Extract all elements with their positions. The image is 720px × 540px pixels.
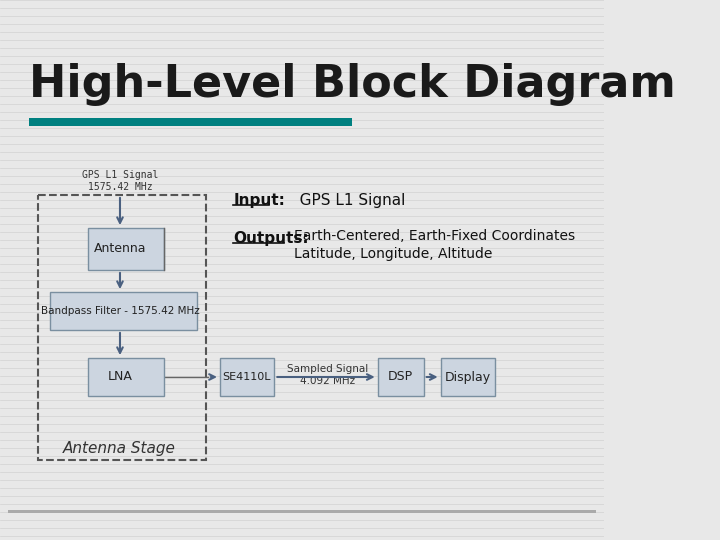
Text: SE4110L: SE4110L [222,372,271,382]
Text: LNA: LNA [107,370,132,383]
Text: Bandpass Filter - 1575.42 MHz: Bandpass Filter - 1575.42 MHz [40,306,199,316]
Bar [30,118,352,126]
Bar [9,510,595,513]
Text: Latitude, Longitude, Altitude: Latitude, Longitude, Altitude [294,247,492,261]
Text: Antenna: Antenna [94,242,146,255]
Text: Outputs:: Outputs: [233,231,309,246]
Text: Display: Display [444,370,490,383]
Text: Sampled Signal
4.092 MHz: Sampled Signal 4.092 MHz [287,364,368,386]
Text: DSP: DSP [387,370,413,383]
Text: GPS L1 Signal
1575.42 MHz: GPS L1 Signal 1575.42 MHz [82,170,158,192]
Text: Input:: Input: [233,192,285,207]
Text: Antenna Stage: Antenna Stage [63,441,176,456]
FancyBboxPatch shape [441,358,495,396]
FancyBboxPatch shape [220,358,274,396]
FancyBboxPatch shape [377,358,424,396]
Text: Earth-Centered, Earth-Fixed Coordinates: Earth-Centered, Earth-Fixed Coordinates [294,229,575,243]
FancyBboxPatch shape [88,358,163,396]
Text: High-Level Block Diagram: High-Level Block Diagram [30,64,676,106]
FancyBboxPatch shape [88,228,163,270]
FancyBboxPatch shape [50,292,197,330]
Text: GPS L1 Signal: GPS L1 Signal [285,192,405,207]
